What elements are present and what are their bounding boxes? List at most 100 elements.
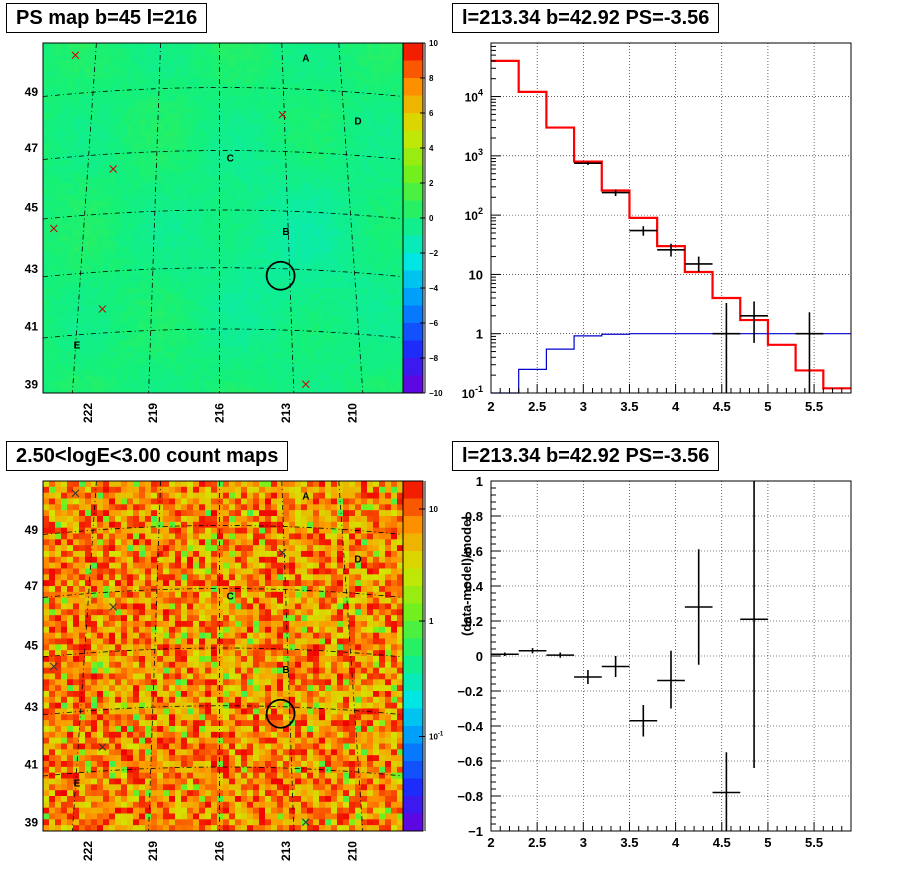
colorbar-tick-label: −8 bbox=[429, 354, 439, 363]
spectrum-xtick-label: 2.5 bbox=[528, 399, 546, 414]
map-ytick-label: 39 bbox=[25, 377, 39, 391]
source-label-b: B bbox=[282, 665, 289, 676]
source-cross bbox=[49, 662, 58, 671]
colorbar-tick-label: 4 bbox=[429, 144, 434, 153]
source-label-c: C bbox=[227, 153, 234, 164]
residual-xtick-label: 4 bbox=[672, 835, 680, 850]
title-ps-map: PS map b=45 l=216 bbox=[6, 3, 208, 33]
map-xtick-label: 210 bbox=[346, 841, 360, 861]
residual-ytick-label: −1 bbox=[468, 824, 483, 839]
map-ytick-label: 43 bbox=[25, 700, 39, 714]
map-xtick-label: 216 bbox=[212, 403, 226, 423]
colorbar-tick-label: 0 bbox=[429, 214, 434, 223]
residual-ytick-label: −0.6 bbox=[457, 754, 483, 769]
source-cross bbox=[301, 380, 310, 389]
spectrum-xtick-label: 2 bbox=[487, 399, 494, 414]
map-grid-0 bbox=[42, 42, 404, 394]
spectrum-ytick-label: 10 bbox=[469, 267, 483, 282]
spectrum-ytick-label: 102 bbox=[465, 206, 483, 223]
map-panel-2 bbox=[43, 481, 404, 832]
colorbar-tick-label: −2 bbox=[429, 249, 439, 258]
colorbar-tick-label: 1 bbox=[429, 617, 434, 626]
map-xtick-label: 213 bbox=[279, 841, 293, 861]
colorbar-tick-label: 8 bbox=[429, 74, 434, 83]
source-cross bbox=[98, 305, 107, 313]
source-label-c: C bbox=[227, 591, 234, 602]
map-xtick-label: 216 bbox=[212, 841, 226, 861]
map-ytick-label: 39 bbox=[25, 815, 39, 829]
residual-ytick-label: 0.2 bbox=[465, 614, 483, 629]
map-grid-2 bbox=[42, 480, 404, 832]
map-xtick-label: 213 bbox=[279, 403, 293, 423]
spectrum-xtick-label: 5 bbox=[764, 399, 771, 414]
residual-ytick-label: 0.6 bbox=[465, 544, 483, 559]
map-xtick-label: 219 bbox=[146, 841, 160, 861]
residual-xtick-label: 3 bbox=[580, 835, 587, 850]
residual-ytick-label: 1 bbox=[476, 474, 483, 489]
colorbar-tick-label: −10 bbox=[429, 389, 443, 398]
title-count-map: 2.50<logE<3.00 count maps bbox=[6, 441, 289, 471]
residual-ytick-label: 0.8 bbox=[465, 509, 483, 524]
map-xtick-label: 222 bbox=[81, 841, 95, 861]
spectrum-xtick-label: 4.5 bbox=[713, 399, 731, 414]
map-ytick-label: 49 bbox=[25, 85, 39, 99]
colorbar-tick-label: 10 bbox=[429, 39, 438, 48]
spectrum-frame bbox=[490, 42, 852, 394]
spectrum-xtick-label: 3 bbox=[580, 399, 587, 414]
residual-xtick-label: 5 bbox=[764, 835, 771, 850]
map-xtick-label: 222 bbox=[81, 403, 95, 423]
map-panel-0 bbox=[43, 43, 404, 394]
colorbar-tick-label: 6 bbox=[429, 109, 434, 118]
spectrum-xtick-label: 4 bbox=[672, 399, 680, 414]
residual-ytick-label: 0 bbox=[476, 649, 483, 664]
map-ytick-label: 45 bbox=[25, 639, 39, 653]
colorbar-tick-label: −6 bbox=[429, 319, 439, 328]
source-cross bbox=[278, 110, 287, 119]
spectrum-ytick-label: 104 bbox=[465, 88, 483, 105]
colorbar-0 bbox=[402, 42, 426, 394]
residual-ytick-label: −0.4 bbox=[457, 719, 483, 734]
source-label-a: A bbox=[302, 54, 309, 65]
map-xtick-label: 210 bbox=[346, 403, 360, 423]
residual-xtick-label: 5.5 bbox=[805, 835, 823, 850]
target-circle bbox=[265, 698, 296, 729]
map-ytick-label: 41 bbox=[25, 320, 39, 334]
map-ytick-label: 43 bbox=[25, 262, 39, 276]
spectrum-ytick-label: 10-1 bbox=[462, 384, 483, 401]
source-cross bbox=[71, 489, 80, 498]
map-ytick-label: 41 bbox=[25, 758, 39, 772]
source-cross bbox=[278, 548, 287, 557]
colorbar-tick-label: 10-1 bbox=[429, 732, 444, 742]
model-step-line bbox=[491, 59, 851, 390]
title-residual: l=213.34 b=42.92 PS=-3.56 bbox=[452, 441, 720, 471]
source-cross bbox=[49, 224, 58, 233]
residual-xtick-label: 3.5 bbox=[620, 835, 638, 850]
source-label-d: D bbox=[354, 555, 361, 566]
spectrum-ytick-label: 103 bbox=[465, 147, 483, 164]
map-ytick-label: 49 bbox=[25, 523, 39, 537]
residual-xtick-label: 2 bbox=[487, 835, 494, 850]
map-xtick-label: 219 bbox=[146, 403, 160, 423]
source-label-b: B bbox=[282, 227, 289, 238]
map-ytick-label: 45 bbox=[25, 201, 39, 215]
residual-ytick-label: 0.4 bbox=[465, 579, 484, 594]
colorbar-tick-label: 10 bbox=[429, 505, 438, 514]
map-ytick-label: 47 bbox=[25, 141, 39, 155]
source-cross bbox=[109, 165, 118, 173]
spectrum-ytick-label: 1 bbox=[476, 327, 483, 342]
residual-xtick-label: 2.5 bbox=[528, 835, 546, 850]
colorbar-tick-label: −4 bbox=[429, 284, 439, 293]
source-label-e: E bbox=[74, 341, 81, 352]
source-label-a: A bbox=[302, 492, 309, 503]
residual-ylabel: (data-model)/model bbox=[459, 516, 474, 636]
spectrum-grid bbox=[490, 43, 851, 394]
map-ytick-label: 47 bbox=[25, 579, 39, 593]
spectrum-xtick-label: 3.5 bbox=[620, 399, 638, 414]
residual-ytick-label: −0.2 bbox=[457, 684, 483, 699]
background-step-line bbox=[491, 333, 851, 394]
source-label-d: D bbox=[354, 117, 361, 128]
source-cross bbox=[301, 818, 310, 827]
target-circle bbox=[265, 260, 296, 291]
spectrum-xtick-label: 5.5 bbox=[805, 399, 823, 414]
